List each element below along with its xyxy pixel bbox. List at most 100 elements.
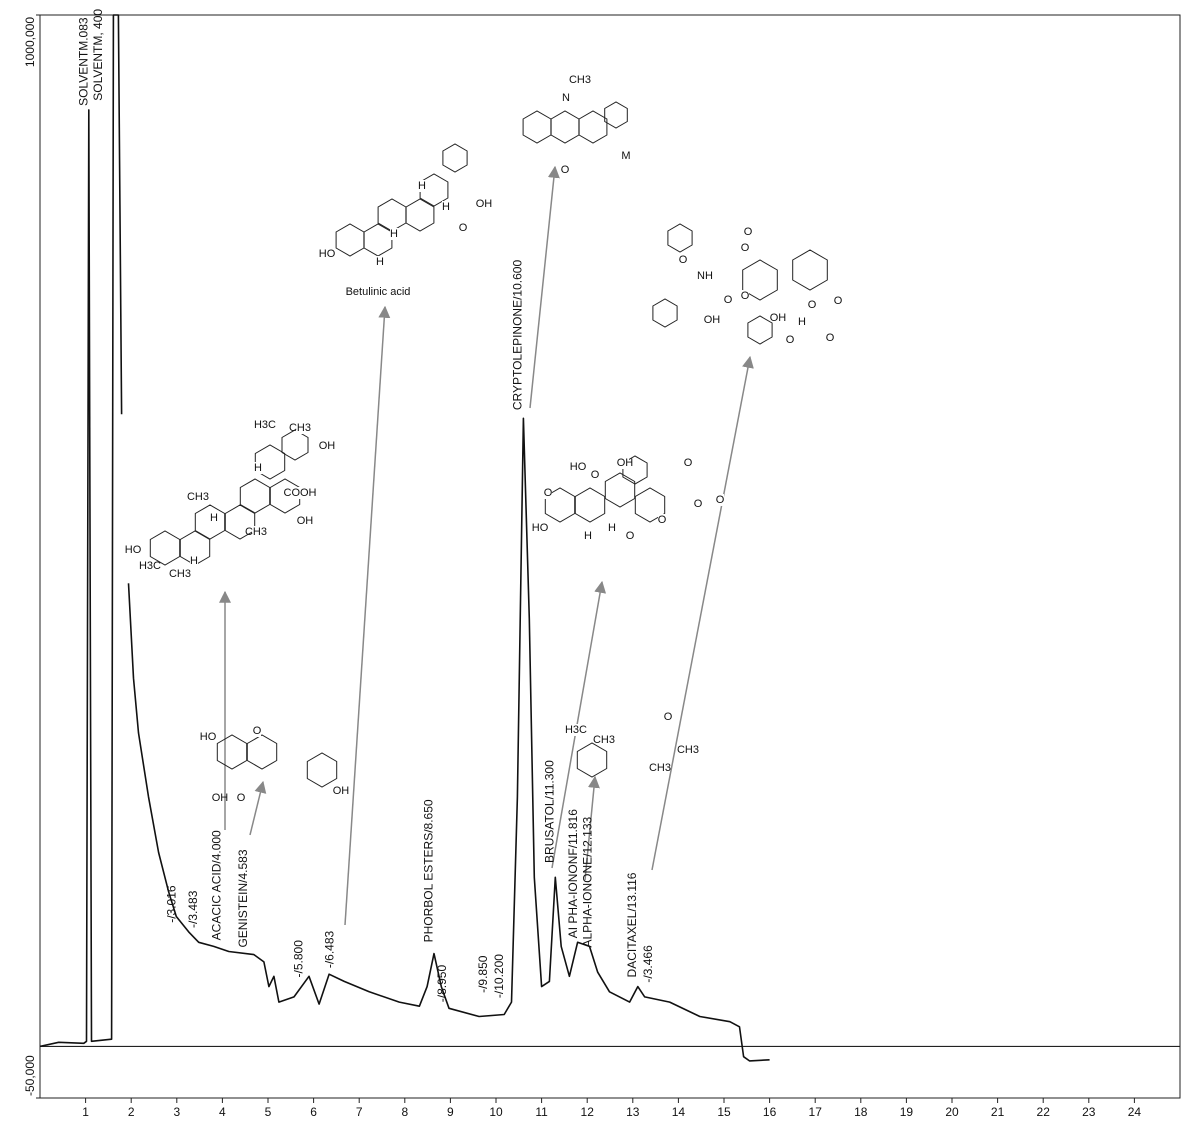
label-bg	[808, 299, 816, 311]
x-tick-label: 23	[1082, 1105, 1096, 1119]
atom-label: CH3	[649, 762, 671, 774]
label-bg	[254, 462, 262, 474]
ring	[550, 110, 580, 144]
label-bg	[374, 286, 382, 298]
atom-label: N	[562, 92, 570, 104]
label-bg	[301, 515, 309, 527]
peak-label: -/10.200	[492, 954, 506, 998]
atom-label: H	[608, 522, 616, 534]
label-bg	[210, 512, 218, 524]
atom-label: COOH	[284, 487, 317, 499]
label-bg	[252, 526, 260, 538]
peak-label: PHORBOL ESTERS/8.650	[421, 799, 435, 942]
atom-label: M	[621, 150, 630, 162]
peak-label: SOLVENTM.083	[76, 17, 90, 106]
peak-label: ALPHA-IONONE/12.133	[580, 816, 594, 947]
ring	[239, 478, 271, 514]
atom-label: HO	[532, 522, 549, 534]
label-bg	[572, 724, 580, 736]
atom-label: H3C	[254, 419, 276, 431]
atom-label: O	[716, 494, 725, 506]
atom-label: O	[786, 334, 795, 346]
atom-label: OH	[617, 457, 634, 469]
ring	[604, 101, 628, 129]
ring	[576, 742, 608, 778]
label-bg	[679, 254, 687, 266]
atom-label: OH	[319, 440, 336, 452]
atom-label: H	[418, 180, 426, 192]
label-bg	[786, 334, 794, 346]
atom-label: O	[684, 457, 693, 469]
x-tick-label: 3	[173, 1105, 180, 1119]
atom-label: HO	[319, 248, 336, 260]
structure: N CH3 O M	[522, 74, 631, 176]
label-bg	[694, 498, 702, 510]
atom-label: CH3	[245, 526, 267, 538]
ring	[634, 487, 666, 523]
x-tick-label: 1	[82, 1105, 89, 1119]
atom-label: O	[544, 487, 553, 499]
arrow	[249, 780, 267, 836]
atom-label: O	[741, 242, 750, 254]
atom-label: H	[376, 256, 384, 268]
x-tick-label: 7	[356, 1105, 363, 1119]
label-bg	[664, 711, 672, 723]
ring	[442, 143, 468, 173]
label-bg	[129, 544, 137, 556]
label-bg	[774, 312, 782, 324]
label-bg	[574, 461, 582, 473]
x-tick-label: 24	[1128, 1105, 1142, 1119]
peak-label: DACITAXEL/13.116	[625, 872, 639, 977]
atom-label: OH	[770, 312, 787, 324]
label-bg	[480, 198, 488, 210]
label-bg	[741, 290, 749, 302]
ring	[604, 472, 636, 508]
label-bg	[584, 530, 592, 542]
arrow	[651, 355, 754, 871]
structure: HO O OH O OH	[200, 725, 349, 804]
atom-label: O	[694, 498, 703, 510]
x-tick-label: 6	[310, 1105, 317, 1119]
ring	[747, 315, 773, 345]
peak-label: BRUSATOL/11.300	[542, 760, 556, 863]
label-bg	[626, 530, 634, 542]
ring	[216, 734, 248, 770]
atom-label: H	[584, 530, 592, 542]
label-bg	[684, 457, 692, 469]
atom-label: H	[798, 316, 806, 328]
atom-label: O	[626, 530, 635, 542]
label-bg	[591, 469, 599, 481]
label-bg	[826, 332, 834, 344]
peak-label: GENISTEIN/4.583	[236, 849, 250, 947]
x-tick-label: 2	[128, 1105, 135, 1119]
atom-label: CH3	[289, 422, 311, 434]
arrow	[529, 165, 560, 409]
atom-label: O	[658, 514, 667, 526]
atom-label: OH	[297, 515, 314, 527]
label-bg	[390, 228, 398, 240]
peak-label: AI PHA-IONONF/11.816	[566, 809, 580, 938]
atom-label: Betulinic acid	[346, 286, 411, 298]
ring	[281, 429, 309, 461]
label-bg	[684, 744, 692, 756]
label-bg	[296, 422, 304, 434]
ring	[522, 110, 552, 144]
ring	[246, 734, 278, 770]
ring	[667, 223, 693, 253]
peak-label: -/8.950	[435, 965, 449, 1003]
peak-label: -/3.466	[641, 945, 655, 983]
atom-label: HO	[125, 544, 142, 556]
ring	[578, 110, 608, 144]
atom-label: O	[237, 792, 246, 804]
peak-label: -/3.483	[186, 890, 200, 928]
atom-label: O	[253, 725, 262, 737]
atom-label: H	[442, 201, 450, 213]
ring	[224, 504, 256, 540]
x-tick-label: 18	[854, 1105, 868, 1119]
x-tick-label: 22	[1037, 1105, 1051, 1119]
arrows	[219, 165, 754, 926]
peak-label: ACACIC ACID/4.000	[209, 830, 223, 940]
